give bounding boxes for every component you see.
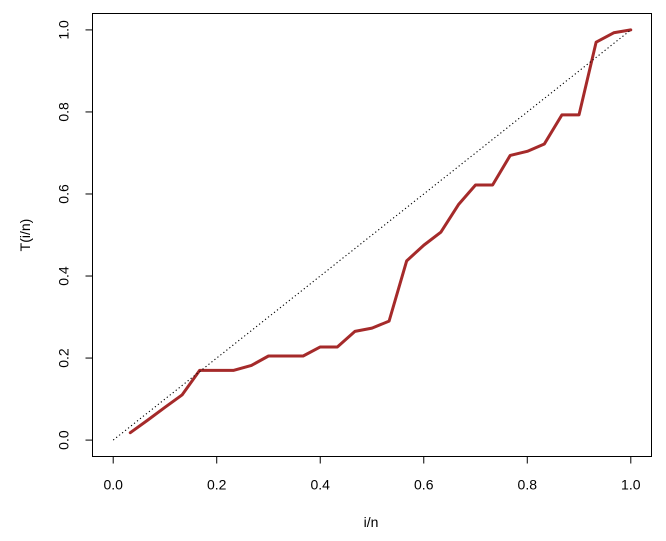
plot-frame xyxy=(92,13,652,457)
x-tick-label: 1.0 xyxy=(621,477,641,493)
x-tick-label: 0.2 xyxy=(207,477,227,493)
y-tick-label: 0.2 xyxy=(56,348,72,368)
y-axis: 0.0 0.2 0.4 0.6 0.8 1.0 xyxy=(56,20,93,450)
reference-diagonal-line xyxy=(112,29,632,441)
x-tick-label: 0.8 xyxy=(518,477,538,493)
y-axis-title: T(i/n) xyxy=(17,219,33,252)
x-axis-title: i/n xyxy=(364,514,379,530)
series-line xyxy=(128,28,633,435)
x-axis: 0.0 0.2 0.4 0.6 0.8 1.0 xyxy=(103,456,641,493)
y-tick-label: 1.0 xyxy=(56,20,72,40)
y-tick-label: 0.0 xyxy=(56,430,72,450)
x-tick-label: 0.4 xyxy=(311,477,331,493)
series-layer xyxy=(112,28,633,441)
x-tick-label: 0.6 xyxy=(414,477,434,493)
y-tick-label: 0.8 xyxy=(56,102,72,122)
y-tick-label: 0.6 xyxy=(56,184,72,204)
y-tick-label: 0.4 xyxy=(56,266,72,286)
x-tick-label: 0.0 xyxy=(103,477,123,493)
